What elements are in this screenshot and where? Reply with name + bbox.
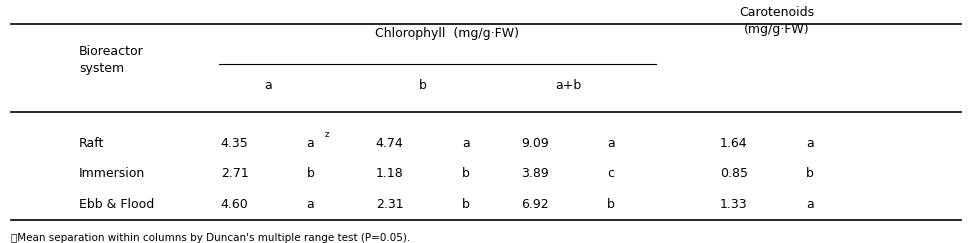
Text: b: b	[608, 198, 615, 211]
Text: c: c	[608, 167, 614, 180]
Text: 4.60: 4.60	[221, 198, 249, 211]
Text: a: a	[307, 137, 315, 150]
Text: 1.64: 1.64	[720, 137, 747, 150]
Text: 0.85: 0.85	[719, 167, 747, 180]
Text: b: b	[307, 167, 315, 180]
Text: Raft: Raft	[79, 137, 104, 150]
Text: a: a	[264, 79, 272, 92]
Text: b: b	[419, 79, 427, 92]
Text: 4.35: 4.35	[221, 137, 249, 150]
Text: a: a	[307, 198, 315, 211]
Text: a: a	[806, 198, 814, 211]
Text: b: b	[806, 167, 814, 180]
Text: Ebb & Flood: Ebb & Flood	[79, 198, 155, 211]
Text: a: a	[462, 137, 469, 150]
Text: z: z	[324, 130, 329, 139]
Text: 6.92: 6.92	[521, 198, 549, 211]
Text: 1.18: 1.18	[376, 167, 403, 180]
Text: Bioreactor
system: Bioreactor system	[79, 44, 144, 75]
Text: ᵺMean separation within columns by Duncan's multiple range test (P=0.05).: ᵺMean separation within columns by Dunca…	[11, 233, 410, 243]
Text: 2.71: 2.71	[221, 167, 249, 180]
Text: 1.33: 1.33	[720, 198, 747, 211]
Text: a: a	[608, 137, 615, 150]
Text: Immersion: Immersion	[79, 167, 145, 180]
Text: 4.74: 4.74	[376, 137, 403, 150]
Text: 9.09: 9.09	[521, 137, 549, 150]
Text: b: b	[462, 198, 469, 211]
Text: 3.89: 3.89	[521, 167, 549, 180]
Text: 2.31: 2.31	[376, 198, 403, 211]
Text: a: a	[806, 137, 814, 150]
Text: Carotenoids
(mg/g·FW): Carotenoids (mg/g·FW)	[739, 7, 815, 36]
Text: b: b	[462, 167, 469, 180]
Text: Chlorophyll  (mg/g·FW): Chlorophyll (mg/g·FW)	[375, 27, 519, 40]
Text: a+b: a+b	[555, 79, 581, 92]
